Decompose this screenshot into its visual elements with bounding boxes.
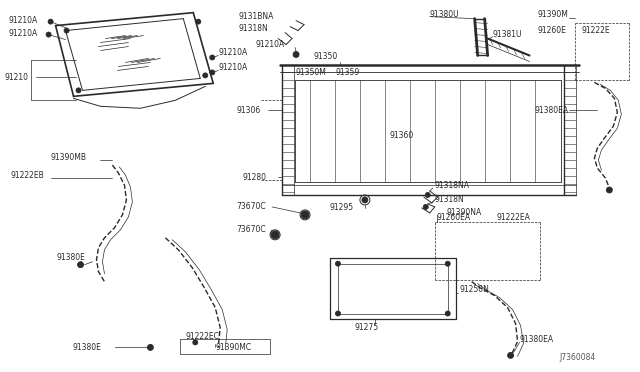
Text: 91318N: 91318N	[238, 24, 268, 33]
Circle shape	[77, 262, 83, 268]
Circle shape	[362, 197, 368, 203]
Text: 91250N: 91250N	[460, 285, 490, 294]
Text: 91222E: 91222E	[581, 26, 610, 35]
Circle shape	[196, 19, 201, 24]
Circle shape	[423, 205, 428, 209]
Circle shape	[425, 192, 430, 198]
Text: 91380EA: 91380EA	[534, 106, 569, 115]
Circle shape	[48, 19, 53, 24]
Circle shape	[335, 261, 340, 266]
Text: 91380U: 91380U	[430, 10, 460, 19]
Text: 91350: 91350	[313, 52, 337, 61]
Text: 91350M: 91350M	[295, 68, 326, 77]
Text: 91275: 91275	[355, 323, 379, 332]
Text: 91295: 91295	[330, 203, 354, 212]
Text: 91210A: 91210A	[255, 40, 284, 49]
Circle shape	[335, 311, 340, 316]
Circle shape	[193, 340, 198, 345]
Circle shape	[508, 352, 513, 358]
Text: 91260EA: 91260EA	[436, 214, 471, 222]
Text: 91210A: 91210A	[9, 16, 38, 25]
Circle shape	[64, 28, 69, 33]
Circle shape	[301, 211, 309, 219]
Text: 91306: 91306	[236, 106, 260, 115]
Text: J7360084: J7360084	[559, 353, 596, 362]
Text: 91318NA: 91318NA	[435, 180, 470, 189]
Text: 91222EC: 91222EC	[186, 332, 219, 341]
Text: 91222EA: 91222EA	[497, 214, 531, 222]
Circle shape	[293, 51, 299, 58]
Circle shape	[203, 73, 208, 78]
Circle shape	[46, 32, 51, 37]
Text: 9131BNA: 9131BNA	[238, 12, 273, 21]
Text: 91360: 91360	[390, 131, 414, 140]
Text: 91390MB: 91390MB	[51, 153, 86, 161]
Circle shape	[210, 55, 215, 60]
Circle shape	[445, 311, 450, 316]
Text: 91210A: 91210A	[218, 48, 248, 57]
Text: 91380E: 91380E	[56, 253, 86, 262]
Text: 91390NA: 91390NA	[447, 208, 482, 217]
Circle shape	[76, 88, 81, 93]
Text: 91210A: 91210A	[218, 63, 248, 72]
Text: 91222EB: 91222EB	[11, 170, 44, 180]
Circle shape	[271, 231, 279, 239]
Text: 91260E: 91260E	[538, 26, 566, 35]
Text: 91380EA: 91380EA	[520, 335, 554, 344]
Text: 73670C: 73670C	[236, 202, 266, 211]
Text: 91359: 91359	[336, 68, 360, 77]
Text: 73670C: 73670C	[236, 225, 266, 234]
Text: 91390M: 91390M	[538, 10, 568, 19]
Text: 91210: 91210	[4, 73, 29, 82]
Circle shape	[147, 344, 154, 350]
Text: 91381U: 91381U	[493, 30, 522, 39]
Text: 91280: 91280	[242, 173, 266, 182]
Circle shape	[445, 261, 450, 266]
Circle shape	[210, 70, 215, 75]
Text: 91318N: 91318N	[435, 195, 465, 205]
Circle shape	[606, 187, 612, 193]
Text: 91380E: 91380E	[72, 343, 101, 352]
Text: 91390MC: 91390MC	[215, 343, 252, 352]
Text: 91210A: 91210A	[9, 29, 38, 38]
